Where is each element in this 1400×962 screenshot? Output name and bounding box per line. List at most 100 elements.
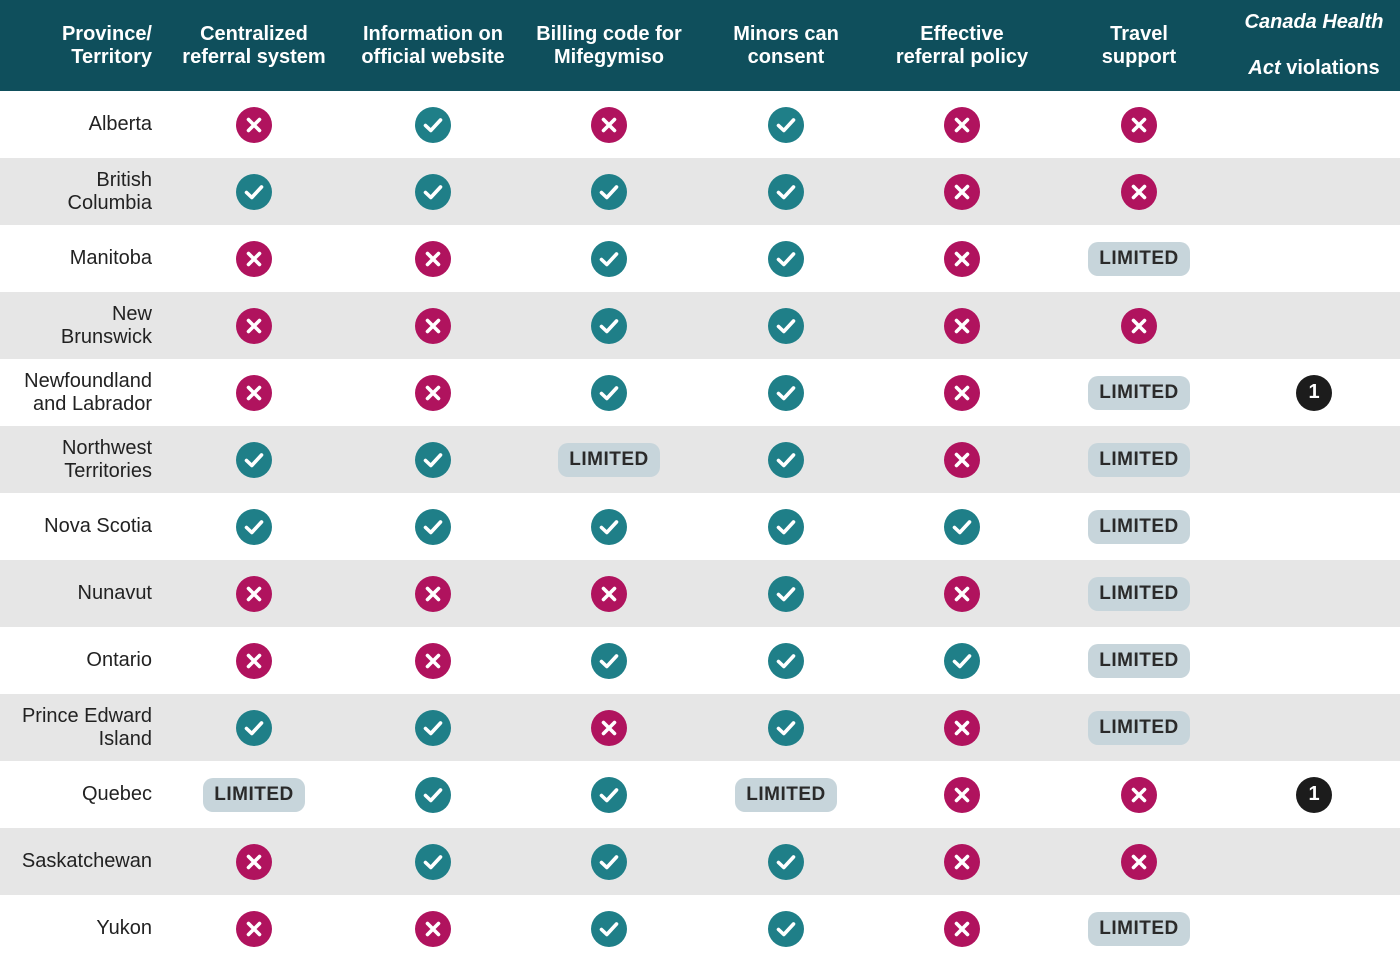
x-circle-icon (236, 307, 272, 344)
check-circle-icon (768, 910, 804, 947)
status-cell-travel: LIMITED (1079, 225, 1199, 292)
status-cell-cha (1274, 91, 1354, 158)
x-circle-icon (236, 843, 272, 880)
header-minors-consent: Minors can consent (733, 22, 839, 68)
status-cell-cha: 1 (1274, 359, 1354, 426)
check-circle-icon (768, 508, 804, 545)
header-travel-support: Travel support (1101, 22, 1177, 68)
row-label: Manitoba (69, 247, 152, 269)
status-cell-centralized: LIMITED (194, 761, 314, 828)
status-cell-billing (549, 493, 669, 560)
row-label: Saskatchewan (21, 850, 152, 872)
status-cell-website (373, 560, 493, 627)
row-label: Yukon (96, 917, 152, 939)
check-circle-icon (591, 642, 627, 679)
x-circle-icon (236, 374, 272, 411)
status-cell-minors (726, 493, 846, 560)
status-cell-website (373, 426, 493, 493)
limited-badge: LIMITED (1088, 643, 1190, 678)
status-cell-website (373, 761, 493, 828)
header-official-website: Information on official website (361, 22, 505, 68)
status-cell-referral (902, 426, 1022, 493)
row-label: British Columbia (67, 168, 152, 214)
limited-badge: LIMITED (735, 777, 837, 812)
x-circle-icon (1121, 776, 1157, 813)
status-cell-referral (902, 627, 1022, 694)
status-cell-travel (1079, 761, 1199, 828)
status-cell-cha (1274, 426, 1354, 493)
check-circle-icon (415, 441, 451, 478)
table-row: Newfoundland and Labrador LIMITED 1 (0, 359, 1400, 426)
status-cell-minors (726, 895, 846, 962)
limited-badge: LIMITED (1088, 576, 1190, 611)
x-circle-icon (944, 843, 980, 880)
header-billing-code: Billing code for Mifegymiso (536, 22, 682, 68)
limited-badge: LIMITED (1088, 509, 1190, 544)
check-circle-icon (591, 776, 627, 813)
status-cell-centralized (194, 493, 314, 560)
status-cell-minors (726, 225, 846, 292)
check-circle-icon (768, 106, 804, 143)
x-circle-icon (944, 709, 980, 746)
row-label: Ontario (86, 649, 152, 671)
status-cell-website (373, 493, 493, 560)
status-cell-website (373, 225, 493, 292)
limited-badge: LIMITED (558, 442, 660, 477)
status-cell-referral (902, 895, 1022, 962)
status-cell-billing (549, 91, 669, 158)
x-circle-icon (944, 307, 980, 344)
check-circle-icon (591, 374, 627, 411)
check-circle-icon (768, 173, 804, 210)
status-cell-centralized (194, 225, 314, 292)
status-cell-minors (726, 158, 846, 225)
status-cell-cha (1274, 895, 1354, 962)
status-cell-travel (1079, 828, 1199, 895)
x-circle-icon (944, 173, 980, 210)
limited-badge: LIMITED (1088, 911, 1190, 946)
row-label: New Brunswick (60, 302, 152, 348)
table-row: New Brunswick (0, 292, 1400, 359)
x-circle-icon (944, 441, 980, 478)
status-cell-billing (549, 694, 669, 761)
status-cell-billing (549, 895, 669, 962)
table-row: Prince Edward Island LIMITED (0, 694, 1400, 761)
status-cell-website (373, 359, 493, 426)
x-circle-icon (415, 240, 451, 277)
status-cell-travel: LIMITED (1079, 694, 1199, 761)
status-cell-travel: LIMITED (1079, 426, 1199, 493)
row-label: Nunavut (77, 582, 153, 604)
status-cell-minors (726, 426, 846, 493)
check-circle-icon (415, 843, 451, 880)
x-circle-icon (236, 240, 272, 277)
table-row: Alberta (0, 91, 1400, 158)
table-row: Saskatchewan (0, 828, 1400, 895)
status-cell-travel: LIMITED (1079, 493, 1199, 560)
x-circle-icon (944, 776, 980, 813)
status-cell-website (373, 895, 493, 962)
status-cell-minors (726, 560, 846, 627)
check-circle-icon (944, 508, 980, 545)
status-cell-travel (1079, 91, 1199, 158)
limited-badge: LIMITED (1088, 710, 1190, 745)
x-circle-icon (236, 575, 272, 612)
status-cell-referral (902, 560, 1022, 627)
status-cell-cha (1274, 292, 1354, 359)
check-circle-icon (768, 843, 804, 880)
x-circle-icon (236, 910, 272, 947)
check-circle-icon (591, 910, 627, 947)
status-cell-website (373, 694, 493, 761)
status-cell-minors (726, 694, 846, 761)
status-cell-centralized (194, 694, 314, 761)
x-circle-icon (415, 910, 451, 947)
status-cell-cha: 1 (1274, 761, 1354, 828)
x-circle-icon (1121, 307, 1157, 344)
status-cell-cha (1274, 225, 1354, 292)
status-cell-referral (902, 694, 1022, 761)
header-cha-violations: Canada Health Act violations (1228, 0, 1400, 91)
limited-badge: LIMITED (1088, 375, 1190, 410)
check-circle-icon (768, 307, 804, 344)
table-row: British Columbia (0, 158, 1400, 225)
x-circle-icon (1121, 843, 1157, 880)
check-circle-icon (415, 508, 451, 545)
